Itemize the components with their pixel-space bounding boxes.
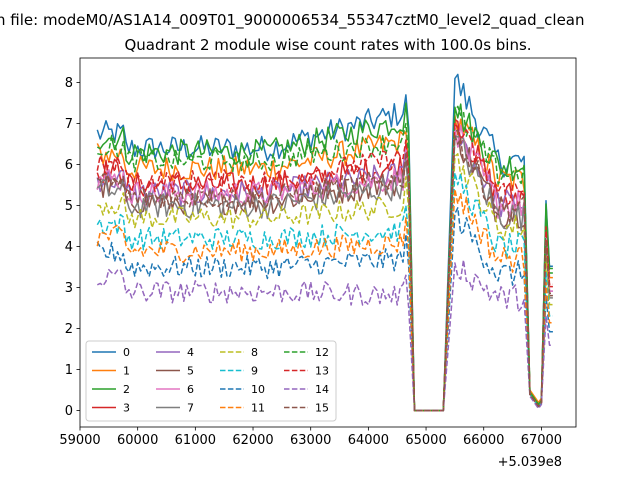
y-tick-label: 5 [65, 199, 73, 214]
x-tick-label: 59000 [59, 433, 100, 448]
chart-title: Quadrant 2 module wise count rates with … [124, 36, 531, 54]
axes-frame [79, 57, 577, 428]
series-lines [96, 73, 553, 412]
legend-label-1: 1 [123, 365, 130, 378]
x-tick-label: 64000 [348, 433, 389, 448]
legend-box [85, 340, 337, 422]
x-tick-label: 67000 [521, 433, 562, 448]
legend-label-2: 2 [123, 383, 130, 396]
legend-label-7: 7 [187, 402, 194, 415]
x-tick-label: 61000 [175, 433, 216, 448]
x-offset-label: +5.039e8 [498, 455, 562, 470]
x-tick-label: 62000 [232, 433, 273, 448]
series-line-13 [96, 122, 553, 412]
series-line-15 [96, 135, 553, 412]
legend-label-9: 9 [251, 365, 258, 378]
series-line-9 [96, 172, 553, 412]
x-tick-label: 66000 [463, 433, 504, 448]
series-line-4 [96, 126, 553, 412]
y-tick-label: 8 [65, 76, 73, 91]
series-line-11 [96, 188, 553, 412]
series-line-12 [97, 105, 553, 412]
series-line-10 [96, 207, 553, 412]
series-line-6 [96, 124, 553, 412]
legend-label-4: 4 [187, 346, 194, 359]
x-tick-label: 65000 [405, 433, 446, 448]
y-tick-label: 2 [65, 322, 73, 337]
x-tick-label: 60000 [117, 433, 158, 448]
legend-label-8: 8 [251, 346, 258, 359]
y-tick-label: 6 [65, 158, 73, 173]
legend-label-3: 3 [123, 402, 130, 415]
legend-label-5: 5 [187, 365, 194, 378]
legend-label-0: 0 [123, 346, 130, 359]
series-line-5 [96, 129, 553, 412]
plot-area [96, 73, 553, 412]
y-tick-label: 1 [65, 363, 73, 378]
series-line-14 [96, 259, 553, 412]
y-tick-label: 7 [65, 117, 73, 132]
axes: 59000 60000 61000 62000 63000 64000 65000 66000… [59, 57, 577, 448]
series-line-0 [96, 73, 553, 412]
legend-label-10: 10 [251, 383, 265, 396]
chart-suptitle: n file: modeM0/AS1A14_009T01_9000006534_… [0, 11, 585, 30]
legend-label-11: 11 [251, 402, 265, 415]
series-line-7 [96, 135, 553, 412]
series-line-8 [97, 153, 553, 412]
y-tick-label: 4 [65, 240, 73, 255]
legend-label-15: 15 [315, 402, 329, 415]
legend-label-14: 14 [315, 383, 329, 396]
legend-label-12: 12 [315, 346, 329, 359]
legend-label-6: 6 [187, 383, 194, 396]
y-tick-label: 0 [65, 404, 73, 419]
x-tick-label: 63000 [290, 433, 331, 448]
y-tick-label: 3 [65, 281, 73, 296]
legend-label-13: 13 [315, 365, 329, 378]
